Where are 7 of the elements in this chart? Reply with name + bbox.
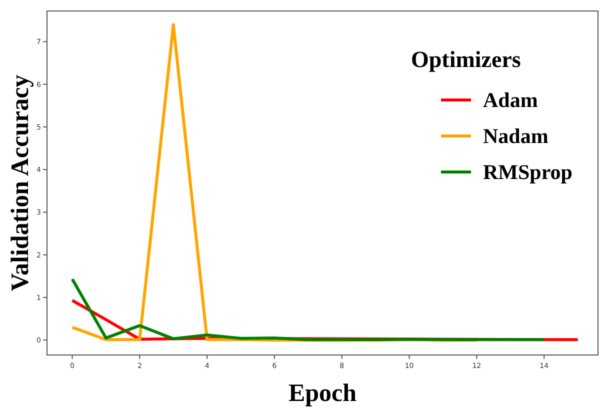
y-axis-title: Validation Accuracy xyxy=(7,74,34,292)
legend-title: Optimizers xyxy=(411,47,521,72)
x-axis-title: Epoch xyxy=(288,380,357,407)
legend-label: RMSprop xyxy=(483,160,572,184)
legend-label: Nadam xyxy=(483,124,549,148)
line-series xyxy=(70,278,546,342)
legend-label: Adam xyxy=(483,88,538,112)
